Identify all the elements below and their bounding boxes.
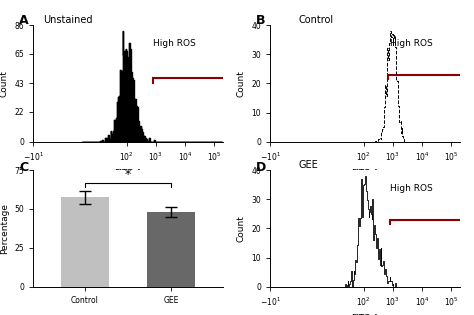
Bar bbox=[147, 212, 195, 287]
Text: D: D bbox=[256, 161, 266, 174]
Y-axis label: Count: Count bbox=[237, 215, 246, 242]
Y-axis label: Percentage: Percentage bbox=[0, 203, 9, 254]
Text: Control: Control bbox=[299, 15, 334, 25]
Y-axis label: Count: Count bbox=[0, 70, 9, 97]
X-axis label: FITC-A: FITC-A bbox=[351, 169, 379, 178]
Text: High ROS: High ROS bbox=[390, 184, 432, 193]
X-axis label: FITC-A: FITC-A bbox=[114, 169, 142, 178]
Y-axis label: Count: Count bbox=[237, 70, 246, 97]
Text: High ROS: High ROS bbox=[153, 39, 195, 48]
Text: A: A bbox=[19, 14, 28, 27]
Text: B: B bbox=[256, 14, 265, 27]
Text: GEE: GEE bbox=[299, 160, 319, 170]
Text: C: C bbox=[19, 161, 28, 174]
Text: *: * bbox=[125, 168, 131, 181]
Bar bbox=[61, 197, 109, 287]
Text: Unstained: Unstained bbox=[43, 15, 92, 25]
Text: High ROS: High ROS bbox=[390, 39, 432, 48]
X-axis label: FITC-A: FITC-A bbox=[351, 314, 379, 315]
